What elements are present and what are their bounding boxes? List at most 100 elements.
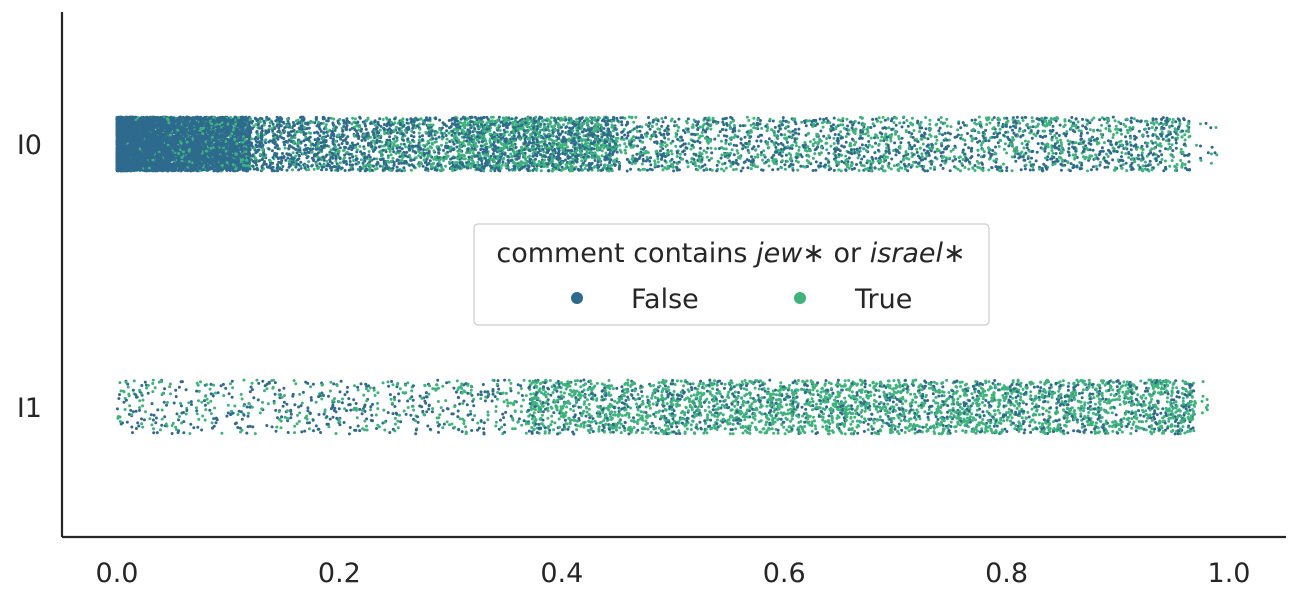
point-true bbox=[934, 123, 938, 127]
point-true bbox=[837, 118, 840, 122]
point-true bbox=[1140, 151, 1144, 155]
point-false bbox=[1098, 163, 1102, 167]
point-false bbox=[434, 137, 438, 141]
point-false bbox=[283, 143, 286, 147]
point-false bbox=[720, 128, 724, 131]
point-true bbox=[967, 167, 971, 171]
point-true bbox=[632, 120, 636, 124]
point-true bbox=[929, 166, 932, 170]
point-true bbox=[325, 159, 329, 163]
point-false bbox=[304, 143, 307, 147]
point-false bbox=[776, 142, 780, 146]
point-true bbox=[1077, 129, 1081, 133]
point-false bbox=[832, 116, 836, 120]
point-true bbox=[862, 164, 866, 168]
point-true bbox=[354, 154, 358, 158]
point-true bbox=[624, 145, 628, 149]
point-false bbox=[741, 147, 745, 151]
point-false bbox=[1102, 156, 1106, 160]
point-true bbox=[1076, 120, 1080, 124]
point-true bbox=[720, 153, 724, 157]
point-true bbox=[645, 134, 649, 138]
point-false bbox=[873, 151, 877, 155]
point-true bbox=[994, 158, 998, 162]
point-false bbox=[1069, 162, 1073, 166]
point-true bbox=[1120, 166, 1124, 170]
point-true bbox=[918, 124, 922, 127]
point-true bbox=[724, 166, 728, 170]
point-true bbox=[362, 164, 366, 168]
point-true bbox=[394, 125, 398, 129]
point-true bbox=[1114, 127, 1118, 131]
point-false bbox=[271, 165, 275, 169]
point-false bbox=[1174, 141, 1178, 145]
point-true bbox=[676, 129, 680, 133]
point-true bbox=[706, 126, 710, 130]
point-true bbox=[399, 142, 403, 146]
point-false bbox=[1158, 160, 1162, 164]
point-true bbox=[444, 141, 448, 145]
point-false bbox=[276, 147, 280, 151]
point-false bbox=[893, 141, 897, 145]
point-false bbox=[421, 164, 425, 168]
point-true bbox=[877, 116, 881, 120]
point-true bbox=[671, 165, 675, 169]
point-true bbox=[797, 148, 801, 152]
point-false bbox=[647, 116, 650, 119]
point-false bbox=[611, 135, 615, 139]
point-false bbox=[719, 156, 723, 160]
point-false bbox=[984, 128, 988, 132]
point-true bbox=[1129, 128, 1132, 132]
point-true bbox=[1153, 146, 1156, 150]
point-false bbox=[283, 126, 287, 130]
point-true bbox=[1115, 131, 1119, 135]
point-false bbox=[992, 116, 996, 120]
point-true bbox=[977, 115, 981, 119]
point-false bbox=[804, 124, 808, 128]
point-false bbox=[1183, 154, 1187, 157]
point-false bbox=[829, 129, 833, 133]
point-false bbox=[858, 146, 862, 150]
point-false bbox=[732, 153, 736, 157]
point-false bbox=[963, 143, 967, 146]
point-false bbox=[883, 118, 887, 122]
point-true bbox=[678, 139, 682, 143]
point-false bbox=[360, 139, 364, 142]
point-false bbox=[937, 129, 941, 133]
point-false bbox=[741, 124, 745, 128]
point-true bbox=[1107, 127, 1111, 131]
point-false bbox=[752, 145, 756, 149]
point-true bbox=[660, 117, 664, 120]
point-true bbox=[482, 134, 486, 138]
point-false bbox=[593, 158, 597, 162]
point-true bbox=[987, 168, 991, 172]
point-true bbox=[575, 117, 579, 121]
point-true bbox=[1170, 143, 1174, 147]
point-true bbox=[1147, 169, 1151, 173]
point-false bbox=[297, 168, 301, 172]
point-false bbox=[1067, 147, 1071, 150]
point-false bbox=[1106, 165, 1110, 169]
point-false bbox=[961, 148, 965, 152]
point-true bbox=[659, 142, 663, 146]
point-false bbox=[1011, 128, 1014, 132]
point-true bbox=[722, 169, 726, 173]
point-false bbox=[340, 142, 344, 145]
point-true bbox=[746, 133, 750, 137]
point-false bbox=[635, 158, 639, 161]
point-false bbox=[1147, 127, 1151, 130]
point-true bbox=[1132, 117, 1136, 121]
point-false bbox=[724, 138, 728, 142]
point-true bbox=[1105, 152, 1108, 156]
point-false bbox=[797, 127, 801, 131]
point-true bbox=[622, 138, 626, 141]
point-false bbox=[900, 136, 904, 140]
point-false bbox=[600, 135, 604, 139]
point-false bbox=[906, 124, 910, 128]
point-false bbox=[981, 162, 984, 166]
point-true bbox=[472, 133, 476, 137]
point-false bbox=[539, 122, 543, 126]
point-true bbox=[947, 138, 951, 142]
point-false bbox=[271, 122, 275, 126]
